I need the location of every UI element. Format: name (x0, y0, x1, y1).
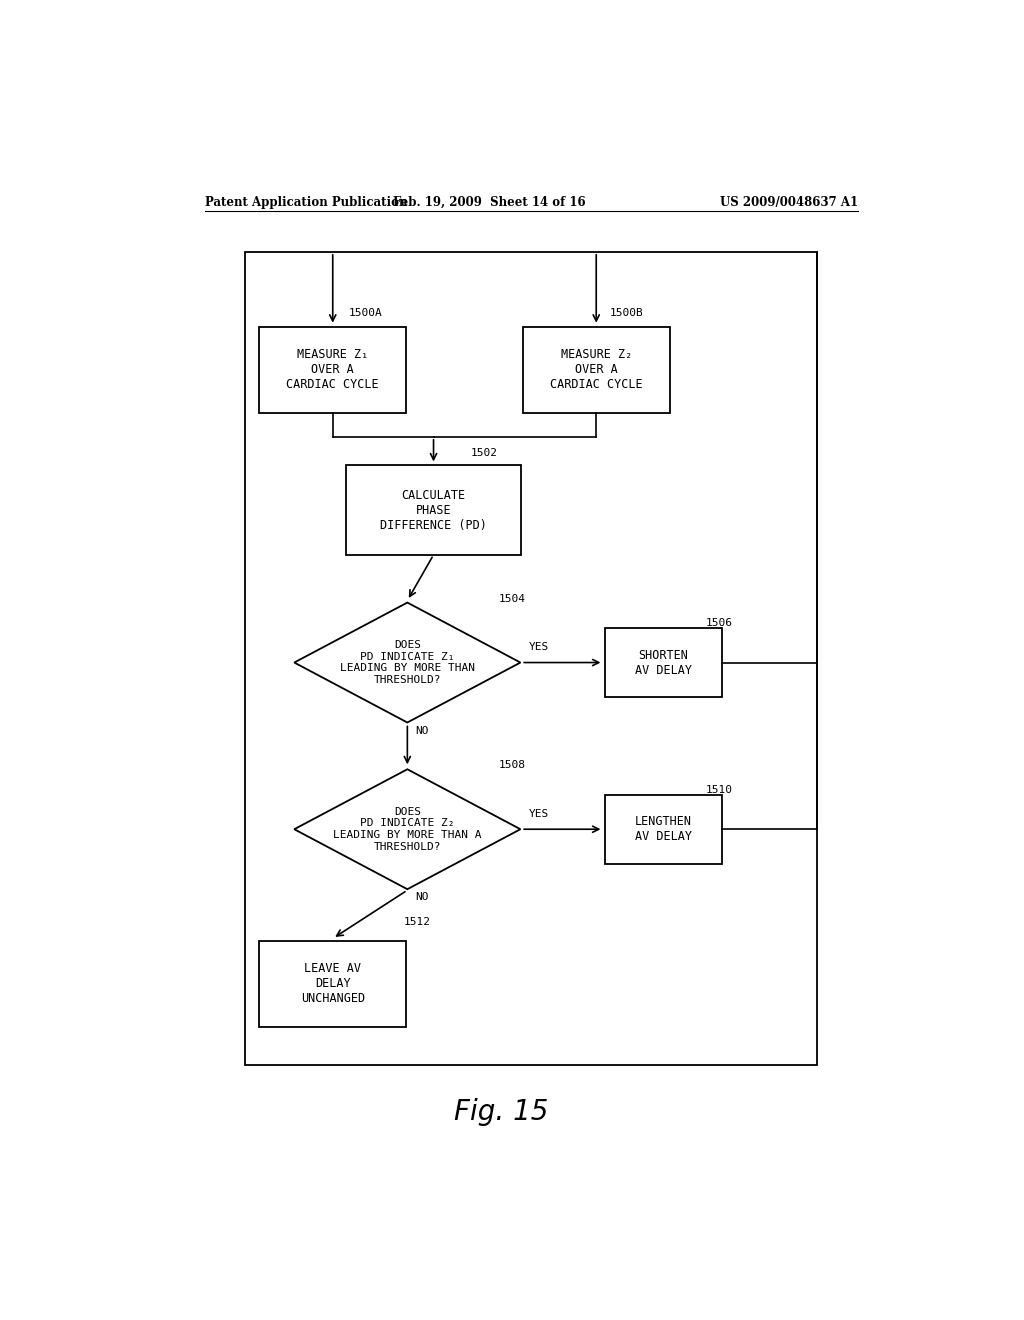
FancyBboxPatch shape (605, 628, 722, 697)
Text: Patent Application Publication: Patent Application Publication (205, 195, 408, 209)
Text: Fig. 15: Fig. 15 (454, 1098, 548, 1126)
FancyBboxPatch shape (346, 466, 521, 554)
Text: 1506: 1506 (706, 618, 733, 628)
FancyBboxPatch shape (246, 252, 817, 1065)
Text: 1504: 1504 (499, 594, 525, 603)
Text: YES: YES (528, 809, 549, 818)
FancyBboxPatch shape (259, 941, 407, 1027)
Polygon shape (294, 602, 520, 722)
Text: 1510: 1510 (706, 784, 733, 795)
FancyBboxPatch shape (605, 795, 722, 863)
Text: NO: NO (416, 726, 429, 735)
Text: 1508: 1508 (499, 760, 525, 771)
Text: Feb. 19, 2009  Sheet 14 of 16: Feb. 19, 2009 Sheet 14 of 16 (393, 195, 586, 209)
Text: US 2009/0048637 A1: US 2009/0048637 A1 (720, 195, 858, 209)
Text: 1512: 1512 (404, 917, 431, 927)
FancyBboxPatch shape (259, 326, 407, 413)
Text: DOES
PD INDICATE Z₂
LEADING BY MORE THAN A
THRESHOLD?: DOES PD INDICATE Z₂ LEADING BY MORE THAN… (333, 807, 481, 851)
Text: SHORTEN
AV DELAY: SHORTEN AV DELAY (635, 648, 692, 677)
Text: CALCULATE
PHASE
DIFFERENCE (PD): CALCULATE PHASE DIFFERENCE (PD) (380, 488, 487, 532)
Text: MEASURE Z₂
OVER A
CARDIAC CYCLE: MEASURE Z₂ OVER A CARDIAC CYCLE (550, 348, 642, 391)
Polygon shape (294, 770, 520, 890)
Text: 1500B: 1500B (609, 308, 643, 318)
Text: YES: YES (528, 643, 549, 652)
Text: LENGTHEN
AV DELAY: LENGTHEN AV DELAY (635, 816, 692, 843)
Text: 1502: 1502 (471, 449, 498, 458)
Text: DOES
PD INDICATE Z₁
LEADING BY MORE THAN
THRESHOLD?: DOES PD INDICATE Z₁ LEADING BY MORE THAN… (340, 640, 475, 685)
FancyBboxPatch shape (523, 326, 670, 413)
Text: MEASURE Z₁
OVER A
CARDIAC CYCLE: MEASURE Z₁ OVER A CARDIAC CYCLE (287, 348, 379, 391)
Text: LEAVE AV
DELAY
UNCHANGED: LEAVE AV DELAY UNCHANGED (301, 962, 365, 1006)
Text: NO: NO (416, 892, 429, 903)
Text: 1500A: 1500A (348, 308, 382, 318)
